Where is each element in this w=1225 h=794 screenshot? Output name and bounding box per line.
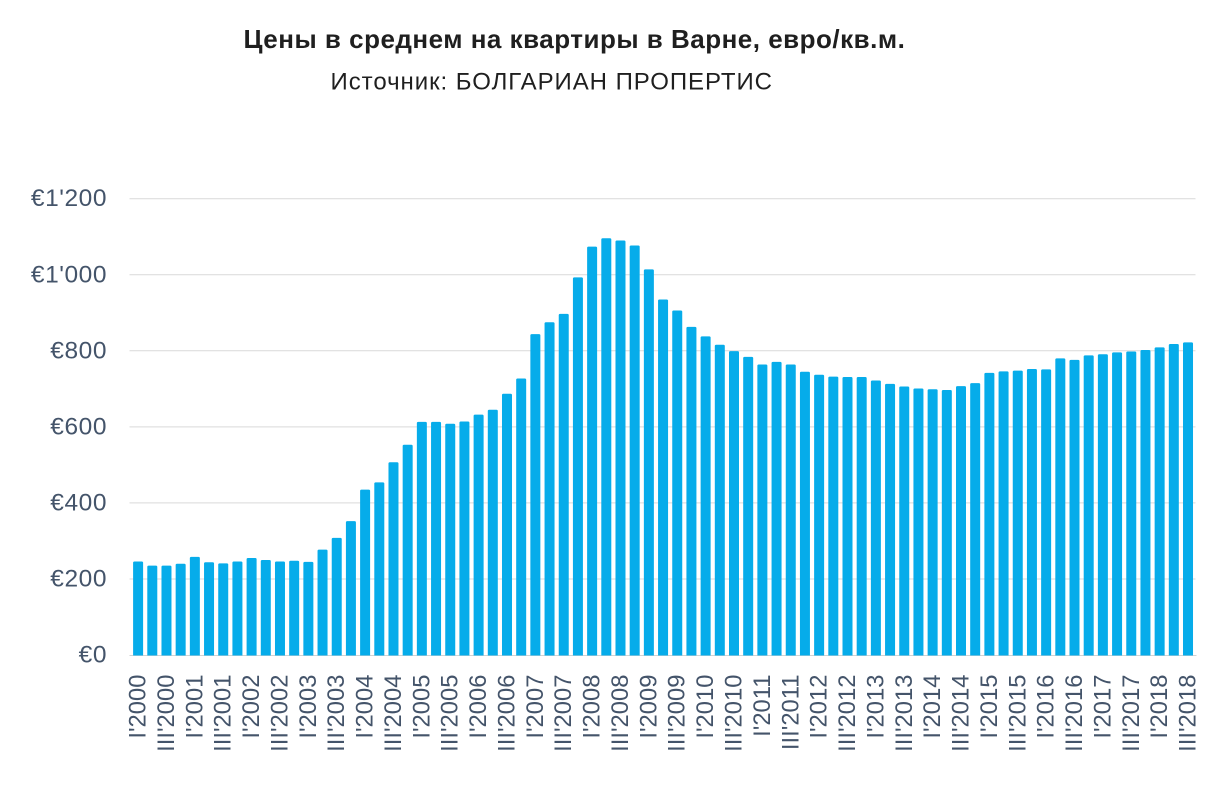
svg-text:€800: €800 — [50, 337, 107, 364]
svg-text:I'2018: I'2018 — [1146, 675, 1173, 739]
svg-text:III'2015: III'2015 — [1004, 675, 1031, 752]
svg-text:III'2009: III'2009 — [664, 675, 691, 752]
svg-text:I'2013: I'2013 — [862, 675, 889, 739]
svg-text:I'2015: I'2015 — [976, 675, 1003, 739]
svg-text:I'2006: I'2006 — [465, 675, 492, 739]
svg-text:I'2002: I'2002 — [238, 675, 265, 739]
svg-text:€600: €600 — [50, 413, 107, 440]
svg-text:Цены в среднем на квартиры в В: Цены в среднем на квартиры в Варне, евро… — [244, 24, 906, 54]
svg-text:I'2010: I'2010 — [692, 675, 719, 739]
svg-text:€200: €200 — [50, 565, 107, 592]
svg-text:I'2000: I'2000 — [125, 675, 152, 739]
svg-text:I'2005: I'2005 — [408, 675, 435, 739]
svg-text:III'2003: III'2003 — [323, 675, 350, 752]
svg-text:III'2010: III'2010 — [721, 675, 748, 752]
svg-text:III'2000: III'2000 — [153, 675, 180, 752]
svg-text:€1'000: €1'000 — [31, 261, 107, 288]
svg-text:III'2014: III'2014 — [948, 675, 975, 752]
svg-text:I'2012: I'2012 — [806, 675, 833, 739]
svg-text:III'2013: III'2013 — [891, 675, 918, 752]
svg-text:III'2005: III'2005 — [437, 675, 464, 752]
svg-text:I'2017: I'2017 — [1089, 675, 1116, 739]
svg-text:I'2001: I'2001 — [181, 675, 208, 739]
svg-text:I'2014: I'2014 — [919, 675, 946, 739]
svg-text:III'2016: III'2016 — [1061, 675, 1088, 752]
svg-text:III'2018: III'2018 — [1175, 675, 1202, 752]
svg-text:III'2011: III'2011 — [777, 675, 804, 751]
svg-text:I'2009: I'2009 — [635, 675, 662, 739]
svg-text:III'2001: III'2001 — [210, 675, 237, 752]
svg-text:Источник: БОЛГАРИАН ПРОПЕРТИС: Источник: БОЛГАРИАН ПРОПЕРТИС — [331, 69, 773, 96]
svg-text:I'2011: I'2011 — [749, 675, 776, 737]
svg-text:€0: €0 — [79, 642, 107, 669]
svg-text:I'2003: I'2003 — [295, 675, 322, 739]
svg-text:€1'200: €1'200 — [31, 185, 107, 212]
svg-text:I'2008: I'2008 — [579, 675, 606, 739]
svg-text:III'2017: III'2017 — [1118, 675, 1145, 752]
svg-text:I'2007: I'2007 — [522, 675, 549, 739]
svg-text:III'2002: III'2002 — [266, 675, 293, 752]
svg-text:I'2016: I'2016 — [1033, 675, 1060, 739]
svg-text:III'2004: III'2004 — [380, 675, 407, 752]
svg-text:III'2007: III'2007 — [550, 675, 577, 752]
svg-text:I'2004: I'2004 — [352, 675, 379, 739]
svg-text:€400: €400 — [50, 489, 107, 516]
svg-text:III'2008: III'2008 — [607, 675, 634, 752]
svg-text:III'2006: III'2006 — [493, 675, 520, 752]
svg-text:III'2012: III'2012 — [834, 675, 861, 752]
